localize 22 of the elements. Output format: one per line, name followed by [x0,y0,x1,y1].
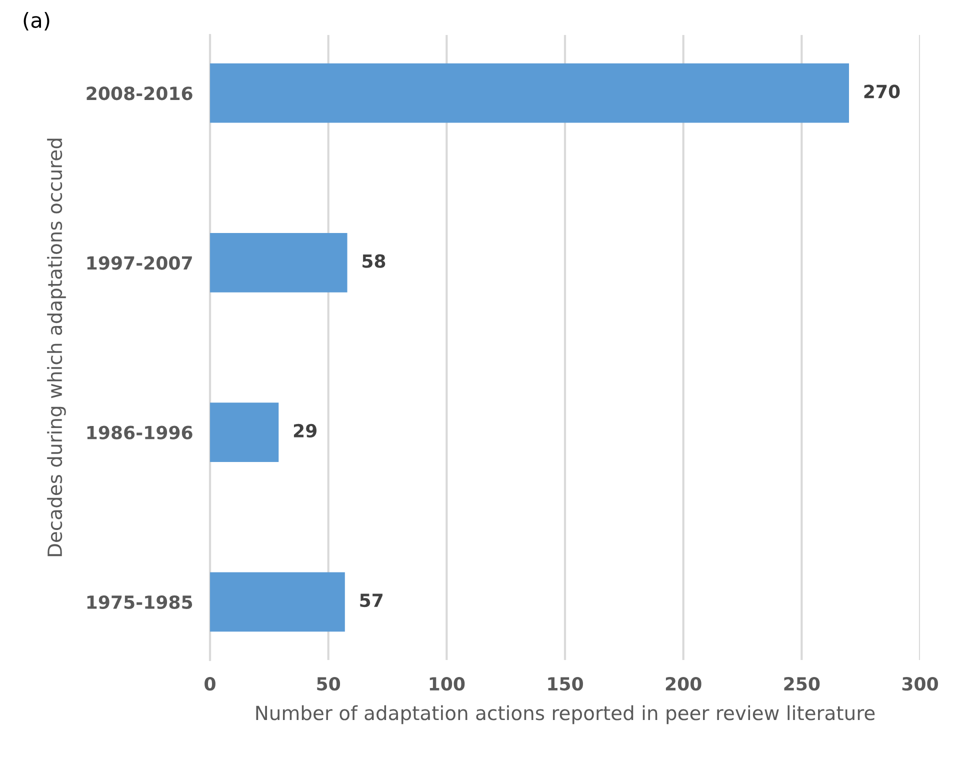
y-tick-label: 2008-2016 [86,86,192,100]
x-tick-label: 200 [666,676,702,691]
x-tick-label: 300 [902,676,938,691]
x-tick-label: 250 [784,676,820,691]
x-axis-title: Number of adaptation actions reported in peer review literature [256,705,875,724]
data-label: 29 [294,424,316,438]
text: (a) [24,12,50,30]
data-label: 58 [362,254,386,268]
y-axis-title: Decades during which adaptations occured [47,138,66,556]
bar [210,572,345,632]
data-label: 57 [360,594,382,608]
x-tick-label: 0 [204,676,216,691]
y-tick-label: 1975-1985 [87,595,192,610]
x-tick-label: 50 [317,676,340,691]
y-tick-label: 1997-2007 [87,256,192,270]
bar [210,402,279,462]
x-tick-label: 150 [548,676,583,691]
x-tick-label: 100 [430,676,465,691]
bar [210,233,348,292]
bar [210,63,849,123]
data-label: 270 [864,84,900,98]
y-tick-label: 1986-1996 [87,426,192,440]
